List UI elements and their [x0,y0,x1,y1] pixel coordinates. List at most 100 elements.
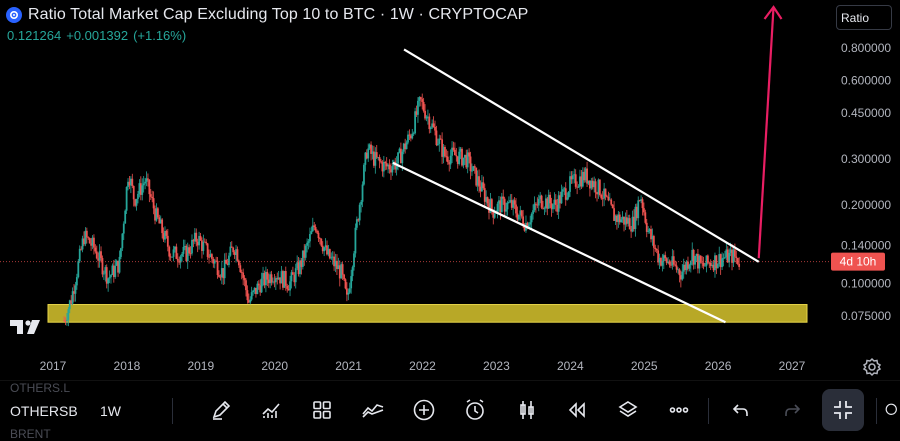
candle-body [274,278,277,283]
candle-body [239,265,242,273]
candle-body [589,180,591,189]
candle-body [648,229,651,231]
x-tick-label: 2017 [40,359,67,373]
candle-body [633,216,635,230]
interval-button[interactable]: 1W [100,403,121,419]
indicators-button[interactable] [256,395,286,425]
support-zone[interactable] [47,304,808,323]
candle-body [692,249,695,265]
candle-body [311,225,314,232]
drawing-tools-button[interactable] [358,395,388,425]
candle-body [738,263,741,267]
candle-body [736,257,739,264]
candle-body [456,156,459,164]
candle-body [391,166,394,173]
candle-body [178,260,181,263]
symbol-button[interactable]: OTHERSB [10,403,78,419]
candle-body [446,156,449,163]
candle-body [151,196,154,199]
scale-label[interactable]: Ratio [836,5,892,30]
candle-body [402,143,405,152]
candle-body [409,135,412,139]
candle-body [438,138,441,144]
candle-body [84,230,87,245]
candle-body [616,215,618,222]
candle-body [526,222,529,229]
candle-body [267,279,270,284]
candle-body [355,219,358,228]
add-button[interactable] [409,395,439,425]
alert-button[interactable] [460,395,490,425]
candle-body [704,265,706,267]
candle-body [293,274,296,283]
candle-body [452,147,455,150]
candle-body [87,237,90,239]
candle-body [101,258,104,275]
replay-button[interactable] [562,395,592,425]
candle-body [256,283,259,295]
candle-body [586,168,588,184]
candle-body [128,181,131,186]
candle-body [310,231,313,235]
candle-body [345,288,348,295]
candle-body [80,248,83,250]
candle-body [725,249,728,258]
candle-body [705,255,708,266]
candle-body [137,193,139,199]
channel-upper-trendline[interactable] [403,48,760,263]
candle-body [685,261,688,271]
candle-body [202,241,205,251]
bar-style-icon [520,401,534,419]
candle-body [354,227,357,254]
search-button[interactable] [884,395,900,425]
candle-body [334,260,337,267]
candle-body [574,174,577,187]
projection-arrow[interactable] [757,6,775,259]
candle-body [463,154,466,158]
candle-body [185,245,188,262]
layers-button[interactable] [613,395,643,425]
candle-body [71,291,74,304]
candle-body [382,161,385,172]
candle-body [154,208,156,221]
candle-body [687,261,689,269]
bar-style-button[interactable] [512,395,542,425]
candle-body [536,204,539,206]
candle-body [411,133,414,139]
candle-body [266,271,269,280]
candle-body [449,155,452,165]
candle-body [368,144,371,149]
candle-body [597,179,600,195]
candle-body [417,100,419,115]
candle-body [189,253,192,255]
candle-body [203,241,206,243]
candle-body [566,197,569,200]
x-tick-label: 2025 [631,359,658,373]
countdown-badge-text: 4d 10h [840,255,877,269]
candle-body [731,249,733,263]
undo-button[interactable] [726,395,756,425]
candle-body [645,222,648,232]
channel-lower-trendline[interactable] [392,161,726,324]
brush-button[interactable] [206,395,236,425]
candle-body [583,171,586,181]
redo-button[interactable] [777,395,807,425]
candle-body [708,262,711,264]
candle-body [183,245,186,247]
redo-icon [785,404,801,416]
search-icon [885,403,897,415]
candle-body [282,271,284,288]
candle-body [252,290,254,293]
settings-icon[interactable] [862,357,882,382]
exit-fullscreen-button[interactable] [822,389,864,431]
templates-button[interactable] [307,395,337,425]
ghost-symbol-top: OTHERS.L [10,381,71,395]
candle-body [326,245,328,255]
candle-body [415,111,418,115]
candle-body [670,264,672,266]
candle-body [377,157,380,158]
candle-body [199,235,202,241]
more-button[interactable] [664,395,694,425]
x-tick-label: 2027 [779,359,806,373]
